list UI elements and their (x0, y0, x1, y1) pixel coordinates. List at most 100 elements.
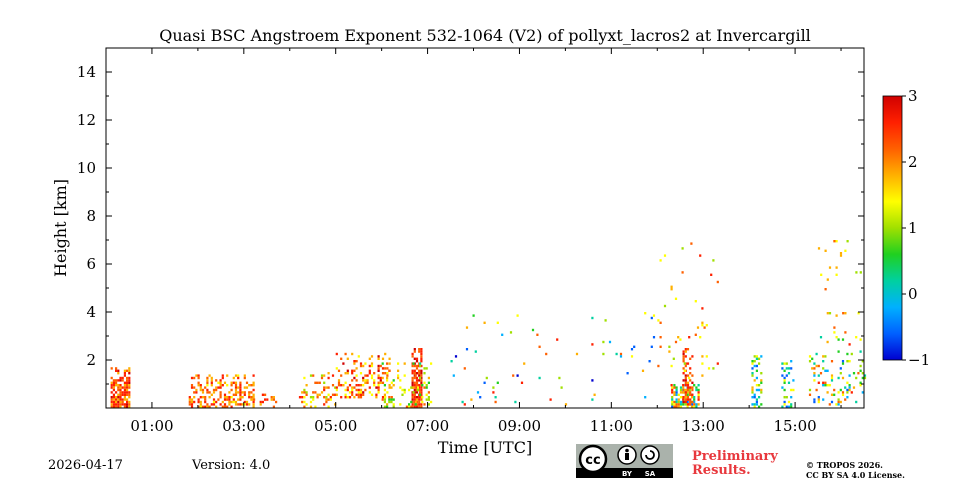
data-point (226, 374, 229, 377)
data-point (575, 352, 579, 356)
cc-license-badge: cc BY SA (576, 444, 673, 478)
data-point (325, 396, 328, 399)
data-point (234, 374, 238, 377)
data-point (828, 312, 832, 315)
data-point (509, 331, 513, 334)
data-point (112, 384, 115, 387)
data-point (331, 374, 335, 377)
data-point (212, 400, 216, 404)
data-point (388, 362, 391, 365)
data-point (844, 398, 847, 401)
data-point (110, 367, 113, 370)
data-point (833, 331, 836, 334)
data-point (327, 393, 330, 396)
data-point (362, 376, 365, 380)
data-point (861, 360, 864, 363)
data-point (239, 396, 242, 399)
data-point (228, 398, 231, 401)
data-point (197, 374, 200, 377)
x-tick-label: 05:00 (314, 417, 357, 435)
data-point (689, 393, 692, 396)
data-point (677, 336, 680, 339)
data-point (822, 355, 825, 358)
data-point (199, 405, 202, 408)
data-point (418, 374, 421, 377)
data-point (413, 357, 416, 360)
data-point (123, 386, 126, 389)
colorbar: −1 0 1 2 3 (882, 87, 930, 369)
data-point (751, 367, 754, 370)
data-point (123, 403, 126, 406)
data-point (128, 403, 131, 406)
data-point (204, 398, 207, 401)
data-point (359, 362, 363, 365)
data-point (243, 374, 246, 377)
data-point (351, 369, 354, 372)
data-point (415, 360, 419, 363)
data-point (479, 396, 482, 399)
data-point (454, 355, 458, 358)
data-point (327, 405, 330, 408)
data-point (830, 360, 834, 363)
data-point (188, 396, 191, 399)
data-point (755, 384, 758, 387)
data-point (420, 352, 423, 356)
data-point (474, 350, 477, 353)
data-point (693, 384, 696, 387)
data-point (689, 367, 692, 370)
colorbar-gradient (882, 95, 903, 361)
data-point (608, 340, 612, 344)
data-point (755, 355, 758, 358)
data-point (217, 381, 220, 384)
data-point (811, 367, 814, 370)
data-point (318, 381, 321, 384)
data-point (344, 393, 347, 396)
data-point (309, 374, 313, 377)
data-point (348, 396, 352, 399)
data-point (420, 360, 423, 363)
data-point (682, 360, 685, 363)
data-point (259, 403, 262, 406)
data-point (465, 348, 469, 351)
data-point (364, 388, 367, 392)
data-point (693, 403, 696, 406)
data-point (783, 388, 786, 392)
data-point (303, 396, 306, 399)
data-point (241, 396, 244, 399)
data-point (272, 405, 275, 408)
data-point (199, 388, 202, 392)
data-point (697, 384, 700, 387)
data-point (388, 384, 391, 387)
data-point (386, 405, 389, 408)
data-point (237, 374, 240, 377)
data-point (783, 376, 786, 380)
data-point (199, 403, 202, 406)
data-point (331, 393, 335, 396)
data-point (362, 391, 365, 394)
data-point (250, 396, 253, 399)
data-point (248, 396, 251, 399)
data-point (710, 273, 713, 276)
data-point (420, 403, 423, 406)
data-point (117, 393, 120, 396)
data-point (822, 360, 825, 363)
data-point (427, 403, 430, 406)
data-point (344, 381, 347, 384)
data-point (755, 369, 758, 372)
data-point (697, 396, 700, 399)
data-point (835, 273, 838, 276)
data-point (390, 400, 393, 404)
data-point (210, 381, 213, 384)
data-point (675, 403, 678, 406)
data-point (418, 400, 421, 404)
data-point (128, 376, 131, 380)
data-point (413, 362, 416, 365)
x-tick-label: 01:00 (130, 417, 173, 435)
data-point (420, 388, 423, 392)
data-point (243, 393, 246, 396)
data-point (128, 400, 131, 404)
data-point (270, 396, 273, 399)
data-point (707, 367, 711, 370)
data-point (689, 398, 692, 401)
